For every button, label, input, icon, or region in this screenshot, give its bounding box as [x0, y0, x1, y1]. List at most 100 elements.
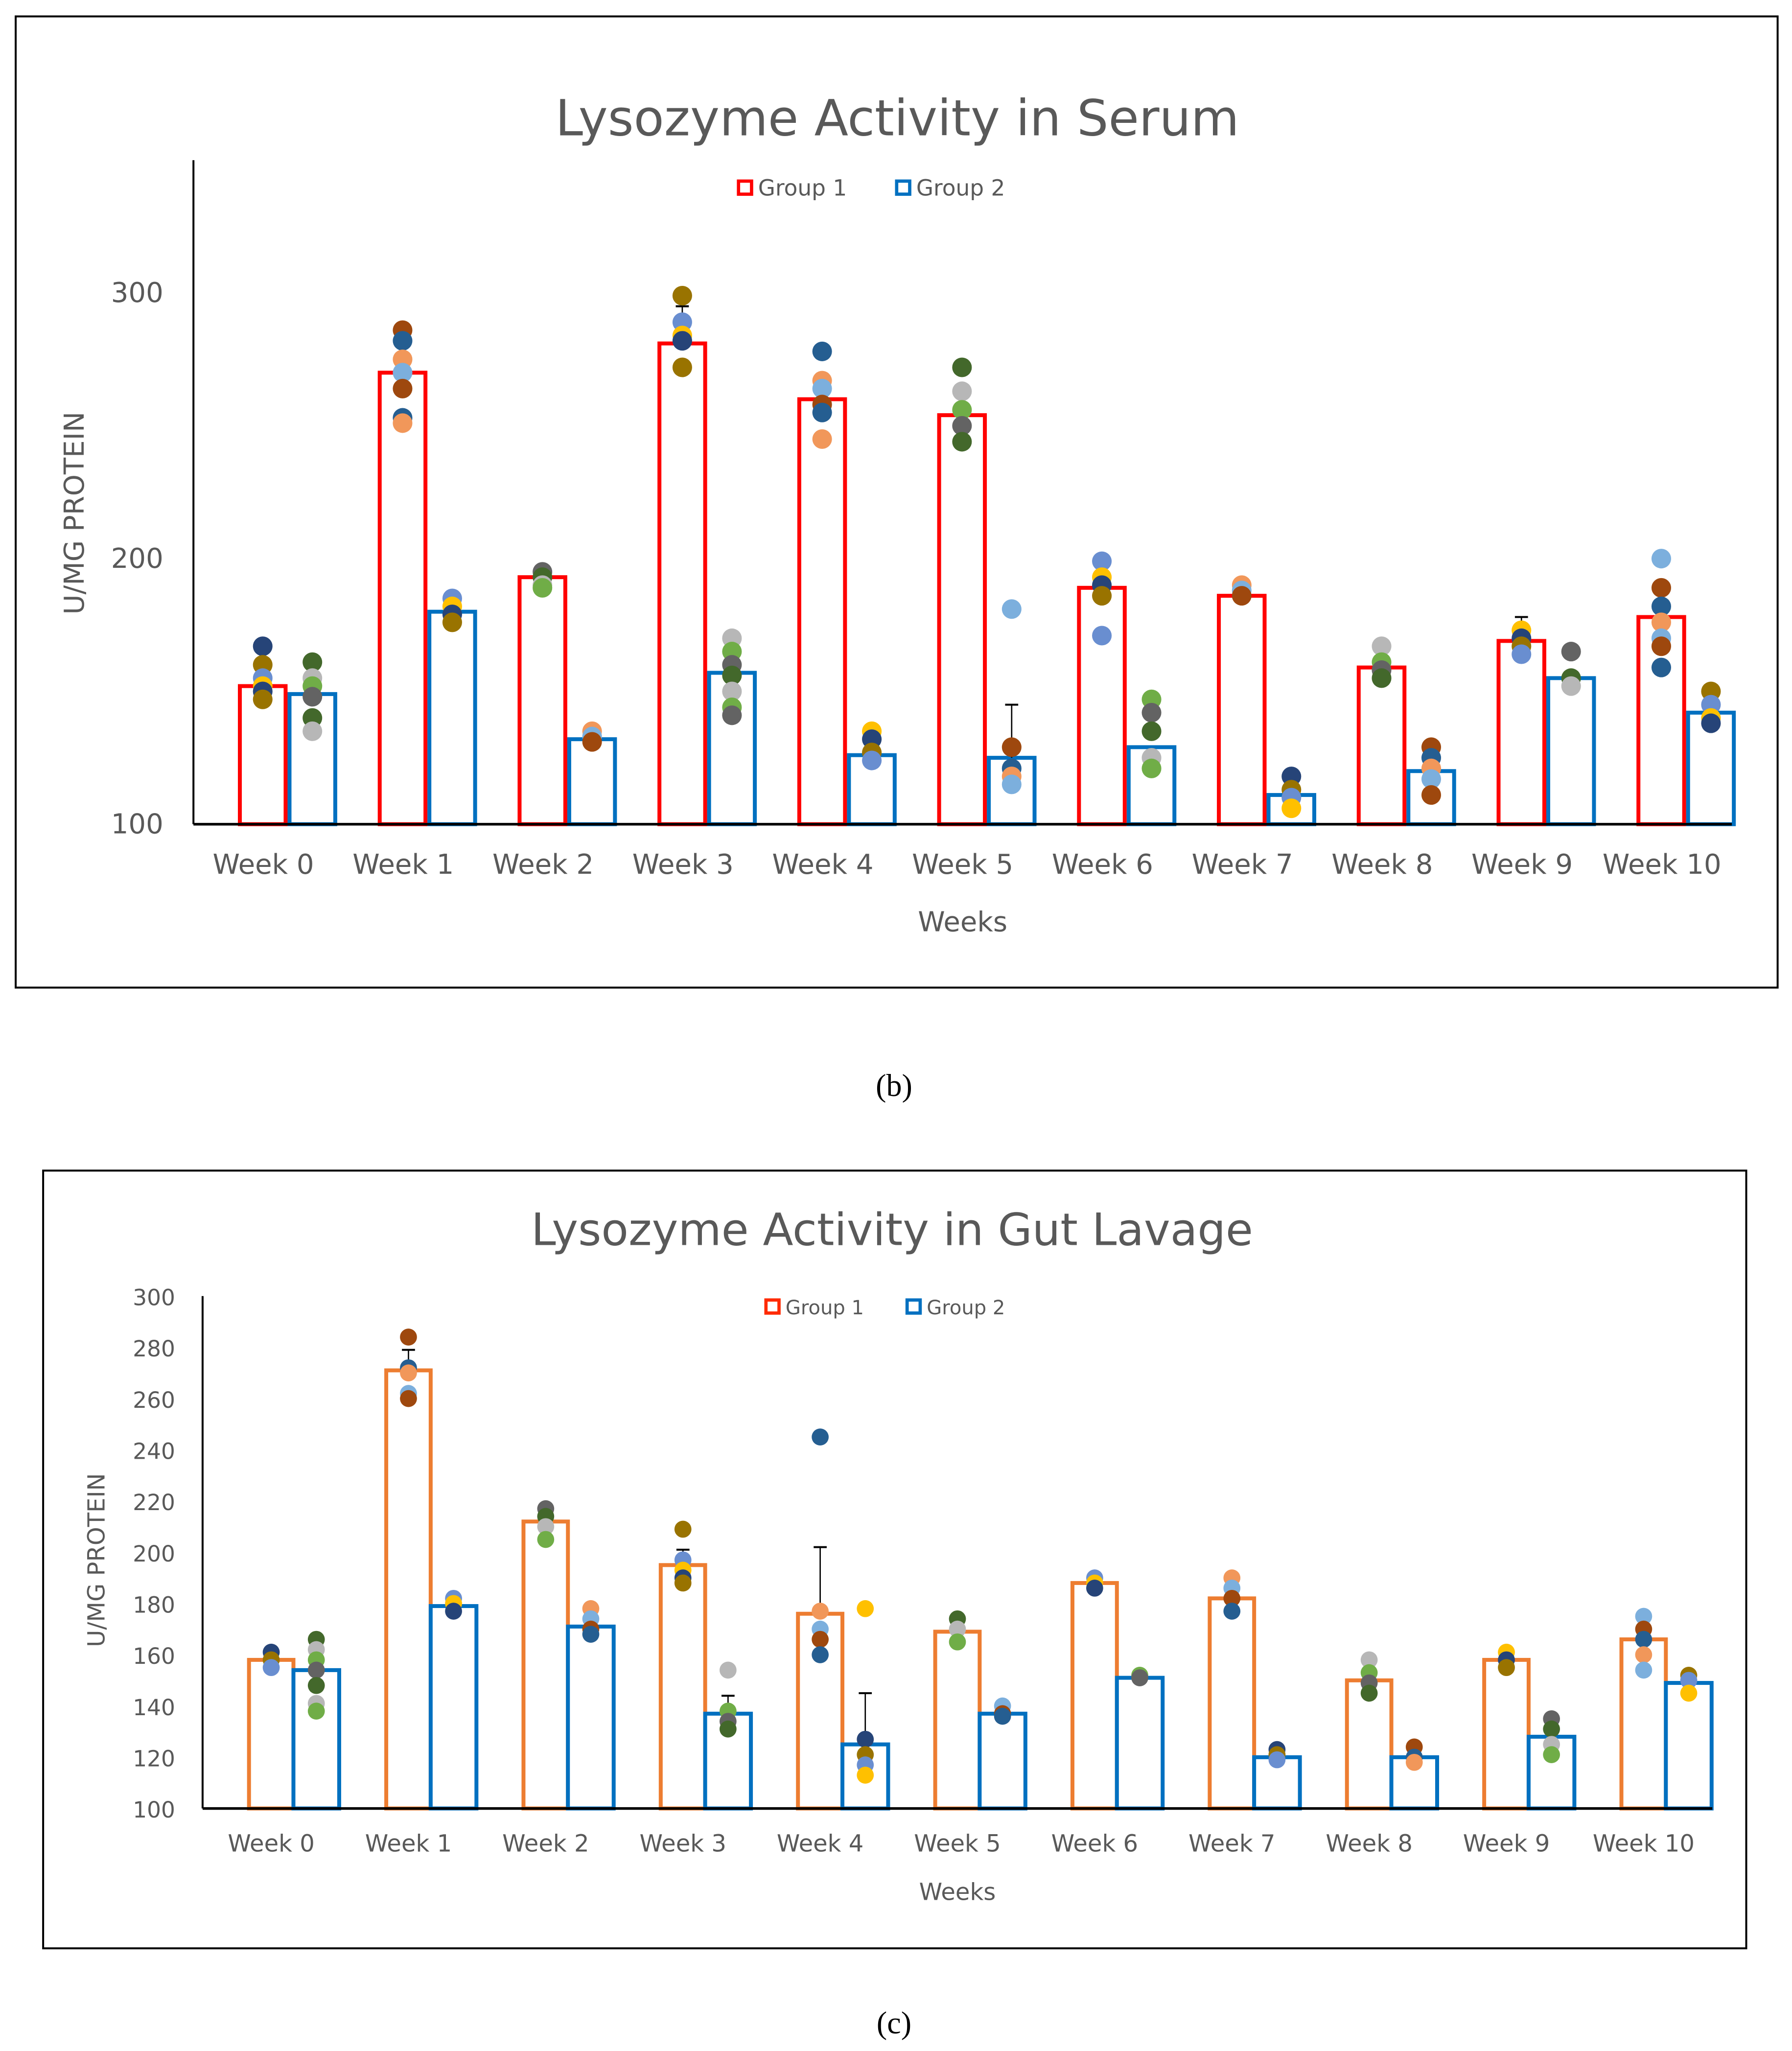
- data-point: [1001, 599, 1022, 619]
- data-point: [303, 687, 323, 707]
- bar-1: [1208, 1596, 1257, 1811]
- data-point: [812, 1631, 829, 1648]
- bar-2: [567, 737, 617, 826]
- data-point: [857, 1730, 874, 1748]
- data-point: [952, 400, 972, 420]
- data-point: [253, 689, 273, 709]
- data-point: [720, 1720, 737, 1738]
- data-point: [1360, 1684, 1378, 1702]
- data-point: [1543, 1746, 1560, 1763]
- x-tick-label: Week 6: [1052, 849, 1153, 881]
- caption-b: (b): [876, 1068, 912, 1103]
- data-point: [1001, 737, 1022, 757]
- bar-1: [933, 1630, 982, 1811]
- data-point: [722, 681, 742, 701]
- data-point: [720, 1661, 737, 1679]
- legend-swatch-icon: [737, 179, 753, 196]
- data-point: [307, 1661, 325, 1679]
- y-tick-label: 300: [133, 1284, 175, 1310]
- y-tick-label: 100: [133, 1797, 175, 1823]
- data-point: [1680, 1684, 1698, 1702]
- bar-1: [1356, 665, 1407, 826]
- data-point: [812, 429, 832, 449]
- y-axis-label: U/MG PROTEIN: [83, 1473, 111, 1647]
- data-point: [1651, 596, 1671, 616]
- data-point: [393, 378, 413, 398]
- data-point: [1421, 769, 1442, 789]
- data-point: [1701, 713, 1721, 733]
- bar-1: [657, 341, 707, 826]
- data-point: [672, 331, 692, 351]
- y-tick-label: 300: [111, 277, 163, 309]
- data-point: [722, 705, 742, 725]
- data-point: [1498, 1659, 1515, 1677]
- data-point: [1680, 1672, 1698, 1689]
- chart-b-frame: [15, 15, 1779, 989]
- legend-label: Group 1: [786, 1297, 864, 1319]
- x-tick-label: Week 8: [1331, 849, 1433, 881]
- data-point: [1651, 657, 1671, 677]
- bar-1: [1217, 594, 1267, 826]
- x-tick-label: Week 4: [772, 849, 873, 881]
- data-point: [857, 1600, 874, 1617]
- data-point: [303, 721, 323, 741]
- data-point: [862, 750, 882, 770]
- data-point: [1635, 1631, 1652, 1648]
- x-tick-label: Week 6: [1051, 1830, 1138, 1858]
- data-point: [722, 665, 742, 685]
- data-point: [949, 1633, 966, 1651]
- bar-1: [1619, 1637, 1668, 1811]
- y-tick-label: 180: [133, 1592, 175, 1618]
- bar-2: [1115, 1676, 1165, 1811]
- y-tick-label: 160: [133, 1643, 175, 1669]
- data-point: [1232, 586, 1252, 606]
- data-point: [1512, 644, 1532, 664]
- x-tick-label: Week 4: [777, 1830, 863, 1858]
- bar-1: [384, 1368, 433, 1811]
- data-point: [1141, 758, 1162, 778]
- bar-2: [427, 609, 477, 826]
- data-point: [537, 1518, 555, 1536]
- chart-title: Lysozyme Activity in Gut Lavage: [531, 1205, 1253, 1256]
- bar-1: [1070, 1581, 1119, 1811]
- x-tick-label: Week 0: [228, 1830, 314, 1858]
- bar-1: [1482, 1657, 1531, 1811]
- bar-2: [428, 1604, 479, 1811]
- chart-serum: Lysozyme Activity in Serum Group 1 Group 2…: [59, 90, 1736, 938]
- bar-1: [797, 397, 847, 826]
- data-point: [1086, 1580, 1103, 1597]
- data-point: [812, 378, 832, 398]
- data-point: [1092, 626, 1112, 646]
- y-axis-label: U/MG PROTEIN: [59, 412, 91, 615]
- chart-c-frame: [42, 1169, 1747, 1950]
- data-point: [1421, 785, 1442, 805]
- data-point: [672, 357, 692, 377]
- data-point: [400, 1328, 417, 1346]
- data-point: [393, 331, 413, 351]
- data-point: [1281, 798, 1302, 818]
- data-point: [672, 285, 692, 306]
- x-tick-label: Week 9: [1471, 849, 1573, 881]
- data-point: [1268, 1751, 1286, 1769]
- y-tick-label: 200: [133, 1541, 175, 1567]
- data-point: [1651, 578, 1671, 598]
- bar-2: [977, 1711, 1027, 1811]
- x-tick-label: Week 10: [1603, 849, 1722, 881]
- bar-1: [1077, 585, 1127, 826]
- data-point: [445, 1603, 462, 1620]
- data-point: [1651, 549, 1671, 569]
- y-tick-label: 280: [133, 1336, 175, 1362]
- legend-swatch-icon: [764, 1298, 781, 1315]
- data-point: [1223, 1589, 1241, 1607]
- data-point: [262, 1659, 280, 1677]
- data-point: [253, 636, 273, 656]
- y-tick-label: 260: [133, 1387, 175, 1413]
- data-point: [393, 413, 413, 433]
- y-tick-label: 100: [111, 808, 163, 840]
- data-point: [1141, 702, 1162, 723]
- y-tick-label: 200: [111, 543, 163, 575]
- legend-label: Group 2: [927, 1297, 1005, 1319]
- x-tick-label: Week 10: [1593, 1830, 1695, 1858]
- data-point: [533, 578, 553, 598]
